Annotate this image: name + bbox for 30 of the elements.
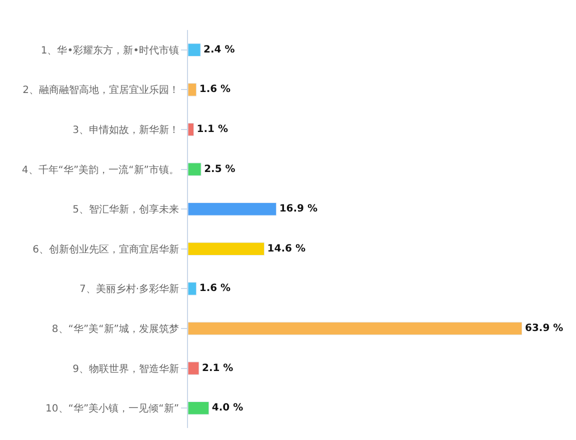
data-label: 1.6 % [199,283,231,294]
data-label: 4.0 % [212,402,244,414]
data-label: 16.9 % [279,204,318,215]
y-tick-label: 4、千年“华”美韵，一流“新”市镇。 [22,164,179,176]
bar [188,162,202,176]
bar [188,362,200,375]
bar [188,83,197,96]
data-label: 2.1 % [202,362,234,374]
data-label: 63.9 % [525,323,564,334]
y-tick-label: 2、融商融智高地，宜居宜业乐园！ [22,84,179,96]
y-tick-label: 1、华•彩耀东方，新•时代市镇 [40,44,179,56]
bar [188,242,265,256]
data-label: 2.4 % [204,44,235,56]
y-tick-label: 6、创新创业先区，宜商宜居华新 [32,243,179,256]
y-tick-label: 3、申情如故，新华新！ [72,124,179,136]
y-tick-label: 7、美丽乡村·多彩华新 [79,283,179,296]
data-label: 14.6 % [267,243,306,254]
data-label: 1.1 % [196,124,228,135]
y-tick-label: 9、物联世界，智造华新 [72,362,179,375]
bar [188,282,197,296]
bar [188,401,210,415]
y-tick-label: 5、智汇华新，创享未来 [72,204,179,216]
y-tick-label: 8、“华”美“新”城，发展筑梦 [52,323,179,335]
bar [188,322,522,336]
bar [188,122,194,136]
bar [188,202,277,216]
data-label: 2.5 % [204,164,236,175]
data-label: 1.6 % [199,84,231,96]
y-tick-label: 10、“华”美小镇，一见倾“新” [46,402,179,415]
bar [188,43,201,57]
